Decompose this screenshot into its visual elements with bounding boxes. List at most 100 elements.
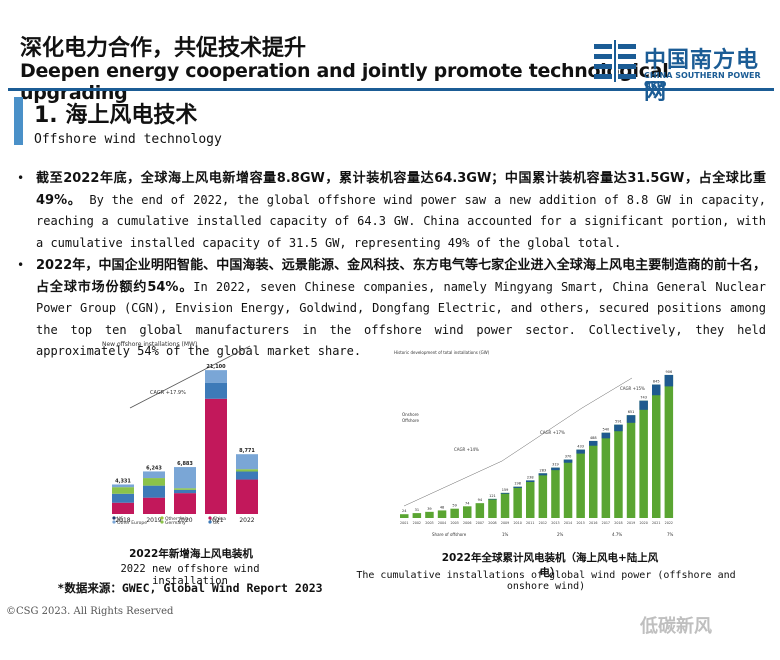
cagr-label-3: CAGR +15% (620, 386, 645, 391)
bar-segment (236, 469, 258, 472)
cumulative-bar (488, 498, 497, 518)
bar-segment (205, 382, 227, 399)
cumulative-bar (400, 514, 409, 518)
bullet-text-en: By the end of 2022, the global offshore … (36, 192, 766, 250)
cumulative-bar (513, 486, 522, 518)
cumulative-bar (437, 510, 447, 518)
legend-marker (112, 520, 116, 524)
bullet-text-cn: 截至2022年底，全球海上风电新增容量8.8GW，累计装机容量达64.3GW；中… (36, 171, 766, 208)
cagr-line-2 (501, 407, 583, 462)
offshore-segment (563, 459, 573, 463)
bar-value-label: 319 (552, 463, 559, 467)
x-tick-label: 2005 (450, 521, 458, 525)
bar-segment (112, 502, 134, 514)
new-offshore-chart-svg: New offshore installations (MW) CAGR +17… (102, 341, 258, 526)
cagr-line-1 (403, 460, 503, 507)
bar-value-label: 591 (615, 420, 622, 424)
cumulative-bar (614, 424, 623, 518)
x-tick-label: 2019 (627, 521, 635, 525)
x-tick-label: 2020 (639, 521, 647, 525)
bullet-list: • 截至2022年底，全球海上风电新增容量8.8GW，累计装机容量达64.3GW… (14, 168, 766, 364)
cumulative-bar (425, 511, 434, 518)
x-tick-label: 2020 (177, 517, 192, 524)
offshore-segment (576, 449, 585, 454)
section-subtitle: Offshore wind technology (34, 132, 222, 147)
bar-value-label: 283 (540, 468, 547, 472)
offshore-segment (601, 432, 611, 439)
legend-offshore: Offshore (402, 418, 420, 423)
bar-value-label: 370 (565, 455, 572, 459)
cumulative-bar (652, 384, 661, 518)
bar-total-label: 6,883 (177, 461, 193, 467)
bar-segment (143, 485, 165, 498)
offshore-segment (589, 440, 598, 446)
x-tick-label: 2010 (513, 521, 521, 525)
bullet-item-2: • 2022年，中国企业明阳智能、中国海装、远景能源、金风科技、东方电气等七家企… (14, 255, 766, 363)
legend-label: Other Europe (117, 520, 147, 526)
bar-value-label: 651 (628, 410, 635, 414)
bar-total-label: 6,243 (146, 465, 162, 471)
bar-value-label: 24 (402, 509, 407, 513)
bar-value-label: 540 (603, 428, 610, 432)
bar-segment (236, 471, 258, 480)
cumulative-bar (463, 506, 472, 518)
legend-label: China (213, 516, 226, 522)
cagr-label: CAGR +17.9% (150, 390, 186, 396)
x-tick-label: 2007 (476, 521, 484, 525)
offshore-segment (652, 384, 661, 396)
new-offshore-chart: New offshore installations (MW) CAGR +17… (100, 338, 280, 528)
bar-value-label: 433 (577, 445, 584, 449)
cagr-line-3 (581, 377, 633, 409)
x-tick-label: 2018 (614, 521, 622, 525)
bar-value-label: 74 (465, 501, 470, 505)
x-tick-label: 2022 (665, 521, 673, 525)
cumulative-bar (538, 473, 548, 518)
offshore-share-value: 1% (502, 532, 509, 537)
legend-label: Other Asia (165, 516, 189, 522)
x-tick-label: 2021 (208, 517, 223, 524)
x-tick-label: 2016 (589, 521, 597, 525)
cumulative-bar (576, 449, 585, 518)
bar-segment (143, 497, 165, 514)
bar-segment (205, 370, 227, 383)
bar-segment (143, 471, 165, 479)
bullet-text-cn: 2022年，中国企业明阳智能、中国海装、远景能源、金风科技、东方电气等七家企业进… (36, 258, 766, 295)
bar-value-label: 906 (666, 370, 673, 374)
offshore-segment (551, 467, 560, 471)
bar-segment (205, 398, 227, 514)
x-tick-label: 2018 (115, 517, 130, 524)
cumulative-bar (589, 440, 598, 518)
offshore-segment (639, 400, 648, 410)
data-source: *数据来源：GWEC, Global Wind Report 2023 (57, 581, 323, 595)
bar-value-label: 159 (502, 488, 509, 492)
x-tick-label: 2002 (413, 521, 421, 525)
cumulative-bar (664, 374, 674, 518)
bullet-item-1: • 截至2022年底，全球海上风电新增容量8.8GW，累计装机容量达64.3GW… (14, 168, 766, 254)
legend-marker (112, 516, 116, 520)
x-tick-label: 2003 (425, 521, 433, 525)
x-tick-label: 2006 (463, 521, 471, 525)
logo-name-cn: 中国南方电网 (644, 48, 760, 105)
x-tick-label: 2004 (438, 521, 446, 525)
bar-segment (112, 487, 134, 494)
legend-label: US (117, 516, 123, 522)
offshore-share-value: 7% (667, 532, 674, 537)
bar-segment (174, 488, 196, 490)
offshore-share-value: 4.7% (612, 532, 622, 537)
section-title: 1. 海上风电技术 (34, 103, 198, 128)
bar-value-label: 488 (590, 436, 597, 440)
x-tick-label: 2017 (602, 521, 610, 525)
offshore-segment (488, 498, 497, 500)
legend-marker (208, 516, 212, 520)
offshore-segment (614, 424, 623, 432)
right-caption-en: The cumulative installations of global w… (356, 570, 736, 592)
offshore-segment (500, 492, 510, 494)
x-tick-label: 2014 (564, 521, 572, 525)
x-tick-label: 2001 (400, 521, 408, 525)
offshore-segment (626, 415, 636, 423)
legend-onshore: Onshore (402, 412, 419, 417)
x-tick-label: 2021 (652, 521, 660, 525)
bar-segment (236, 454, 258, 470)
cumulative-bar (551, 467, 560, 518)
left-caption-cn: 2022年新增海上风电装机 (129, 548, 253, 560)
